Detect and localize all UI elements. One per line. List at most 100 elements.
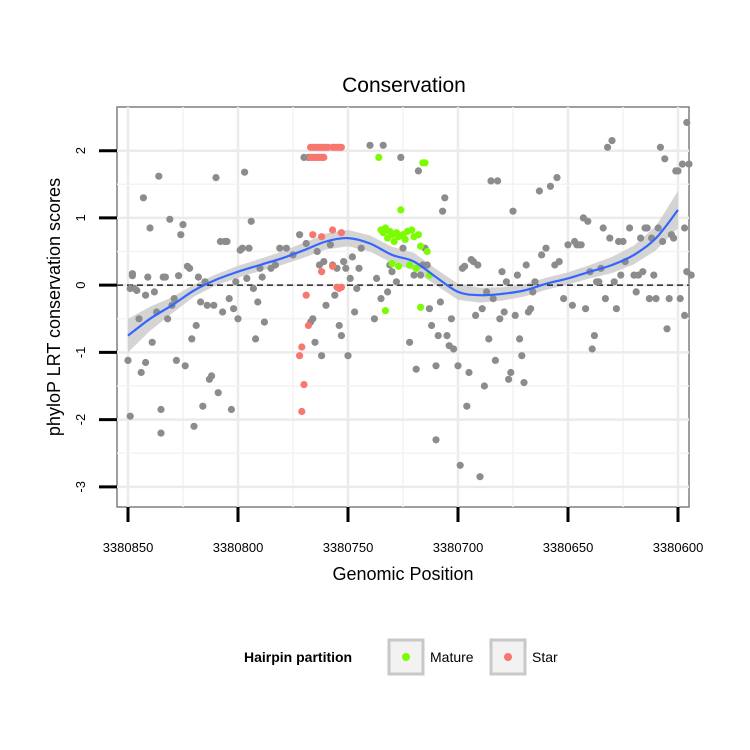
background-point bbox=[441, 194, 449, 202]
background-point bbox=[313, 247, 321, 256]
background-point bbox=[678, 160, 687, 168]
star-point bbox=[304, 321, 312, 330]
background-point bbox=[601, 295, 610, 303]
background-point bbox=[535, 187, 544, 195]
star-point bbox=[309, 231, 317, 239]
mature-point bbox=[388, 260, 396, 268]
y-tick-label: 1 bbox=[73, 214, 88, 221]
background-point bbox=[474, 261, 482, 269]
background-point bbox=[399, 244, 407, 252]
background-point bbox=[687, 271, 695, 279]
background-point bbox=[654, 224, 662, 232]
star-point bbox=[298, 407, 306, 416]
background-point bbox=[135, 315, 143, 323]
background-point bbox=[210, 301, 218, 309]
background-point bbox=[397, 153, 405, 161]
background-point bbox=[520, 379, 528, 387]
background-point bbox=[249, 284, 257, 293]
mature-point bbox=[390, 237, 398, 246]
background-point bbox=[472, 311, 480, 319]
legend-title: Hairpin partition bbox=[244, 649, 352, 665]
background-point bbox=[164, 315, 172, 323]
background-point bbox=[247, 217, 255, 225]
background-point bbox=[254, 298, 262, 306]
background-point bbox=[417, 271, 425, 279]
background-point bbox=[245, 244, 253, 252]
background-point bbox=[406, 338, 414, 346]
background-point bbox=[223, 237, 231, 246]
background-point bbox=[612, 305, 621, 313]
background-point bbox=[384, 288, 392, 296]
background-point bbox=[494, 177, 502, 185]
background-point bbox=[428, 321, 436, 330]
background-point bbox=[502, 278, 510, 286]
y-axis-title: phyloP LRT conservation scores bbox=[44, 178, 64, 436]
background-point bbox=[507, 368, 515, 377]
mature-point bbox=[421, 159, 429, 167]
background-point bbox=[340, 258, 348, 266]
background-point bbox=[637, 234, 645, 242]
background-point bbox=[553, 174, 561, 182]
background-point bbox=[595, 278, 603, 286]
mature-point bbox=[408, 226, 416, 234]
background-point bbox=[142, 291, 150, 299]
mature-point bbox=[395, 262, 403, 270]
background-point bbox=[681, 224, 689, 232]
background-point bbox=[326, 241, 334, 249]
background-point bbox=[425, 305, 433, 313]
background-point bbox=[148, 338, 156, 346]
mature-point bbox=[417, 303, 425, 311]
background-point bbox=[177, 231, 185, 239]
background-point bbox=[652, 295, 660, 303]
background-point bbox=[150, 288, 158, 296]
legend-label-star: Star bbox=[532, 649, 558, 665]
background-point bbox=[157, 405, 165, 414]
x-tick-label: 3380700 bbox=[433, 540, 484, 555]
background-point bbox=[604, 143, 612, 151]
background-point bbox=[434, 332, 442, 340]
background-point bbox=[392, 278, 400, 286]
mature-point bbox=[412, 264, 420, 272]
mature-point bbox=[401, 235, 409, 243]
star-point bbox=[337, 283, 345, 291]
background-point bbox=[531, 278, 539, 286]
background-point bbox=[661, 155, 669, 163]
background-point bbox=[302, 239, 310, 248]
background-point bbox=[480, 382, 488, 390]
background-point bbox=[443, 332, 451, 340]
background-point bbox=[260, 318, 268, 326]
background-point bbox=[588, 345, 596, 353]
legend-label-mature: Mature bbox=[430, 649, 474, 665]
star-point bbox=[329, 226, 337, 234]
background-point bbox=[379, 141, 387, 149]
background-point bbox=[133, 286, 141, 295]
background-point bbox=[639, 268, 647, 276]
background-point bbox=[439, 207, 447, 215]
background-point bbox=[560, 295, 568, 303]
background-point bbox=[214, 389, 222, 397]
mature-point bbox=[414, 231, 422, 239]
mature-point bbox=[397, 206, 405, 214]
background-point bbox=[351, 308, 359, 316]
background-point bbox=[584, 217, 592, 225]
background-point bbox=[529, 288, 537, 296]
x-axis-title: Genomic Position bbox=[332, 564, 473, 584]
background-point bbox=[357, 244, 365, 252]
background-point bbox=[483, 288, 491, 296]
background-point bbox=[454, 362, 462, 370]
background-point bbox=[478, 305, 486, 313]
background-point bbox=[590, 332, 599, 340]
background-point bbox=[219, 308, 227, 316]
background-point bbox=[192, 321, 200, 330]
background-point bbox=[320, 258, 328, 266]
background-point bbox=[296, 231, 304, 239]
x-tick-label: 3380850 bbox=[103, 540, 154, 555]
background-point bbox=[355, 264, 363, 272]
background-point bbox=[617, 271, 625, 279]
background-point bbox=[564, 241, 572, 249]
background-point bbox=[172, 356, 180, 364]
background-point bbox=[366, 141, 374, 149]
background-point bbox=[619, 237, 627, 246]
background-point bbox=[170, 295, 178, 303]
background-point bbox=[491, 356, 499, 364]
